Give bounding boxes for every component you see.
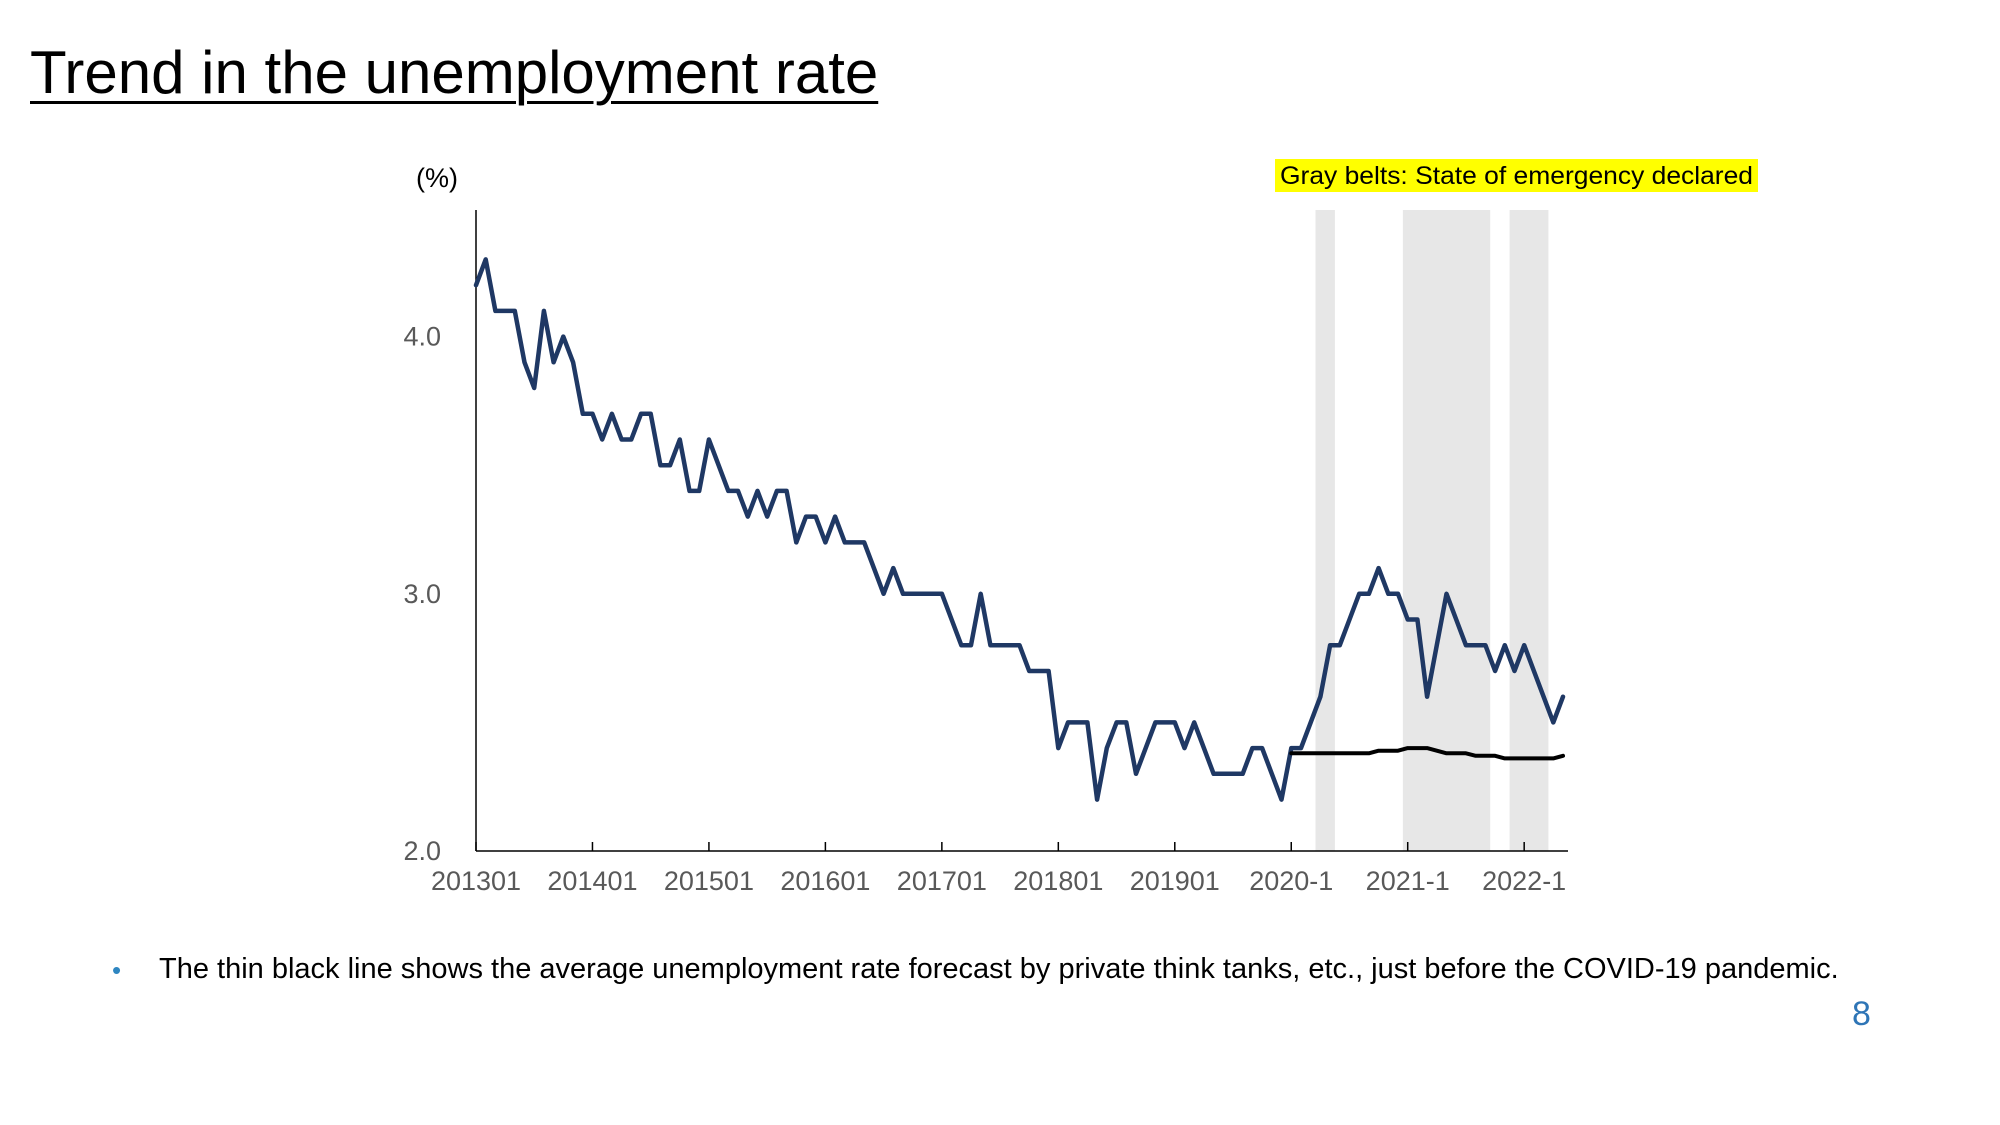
- y-axis-unit-label: (%): [416, 163, 458, 193]
- x-tick-label: 201801: [1013, 866, 1103, 896]
- bullet-dot-icon: •: [112, 955, 122, 985]
- actual-unemployment-rate-line: [473, 257, 1566, 802]
- chart-labels: 201301 201401 201501 201601 201701 201801 2019…: [403, 159, 1758, 896]
- chart-series: [473, 257, 1566, 802]
- x-tick-label: 201601: [780, 866, 870, 896]
- annotation-highlight: [1275, 159, 1758, 192]
- y-tick-label: 4.0: [403, 322, 441, 352]
- emergency-belt-4: [1509, 210, 1549, 851]
- y-tick-label: 3.0: [403, 579, 441, 609]
- x-tick-label: 2022-1: [1482, 866, 1566, 896]
- page-number: 8: [1852, 995, 1871, 1033]
- emergency-belt-2: [1402, 210, 1432, 851]
- x-tick-label: 2020-1: [1249, 866, 1333, 896]
- chart-axes: [475, 210, 1568, 852]
- x-tick-label: 201701: [897, 866, 987, 896]
- emergency-shading: [1315, 210, 1549, 851]
- y-tick-label: 2.0: [403, 836, 441, 866]
- x-tick-label: 201301: [431, 866, 521, 896]
- x-tick-label: 201901: [1130, 866, 1220, 896]
- slide-title: Trend in the unemployment rate: [30, 39, 879, 106]
- forecast-unemployment-rate-line: [1289, 746, 1565, 761]
- x-tick-label: 2021-1: [1366, 866, 1450, 896]
- annotation-text: Gray belts: State of emergency declared: [1280, 162, 1753, 190]
- emergency-belt-3: [1432, 210, 1491, 851]
- x-tick-label: 201501: [664, 866, 754, 896]
- footnote-text: The thin black line shows the average un…: [159, 953, 1839, 985]
- x-tick-label: 201401: [547, 866, 637, 896]
